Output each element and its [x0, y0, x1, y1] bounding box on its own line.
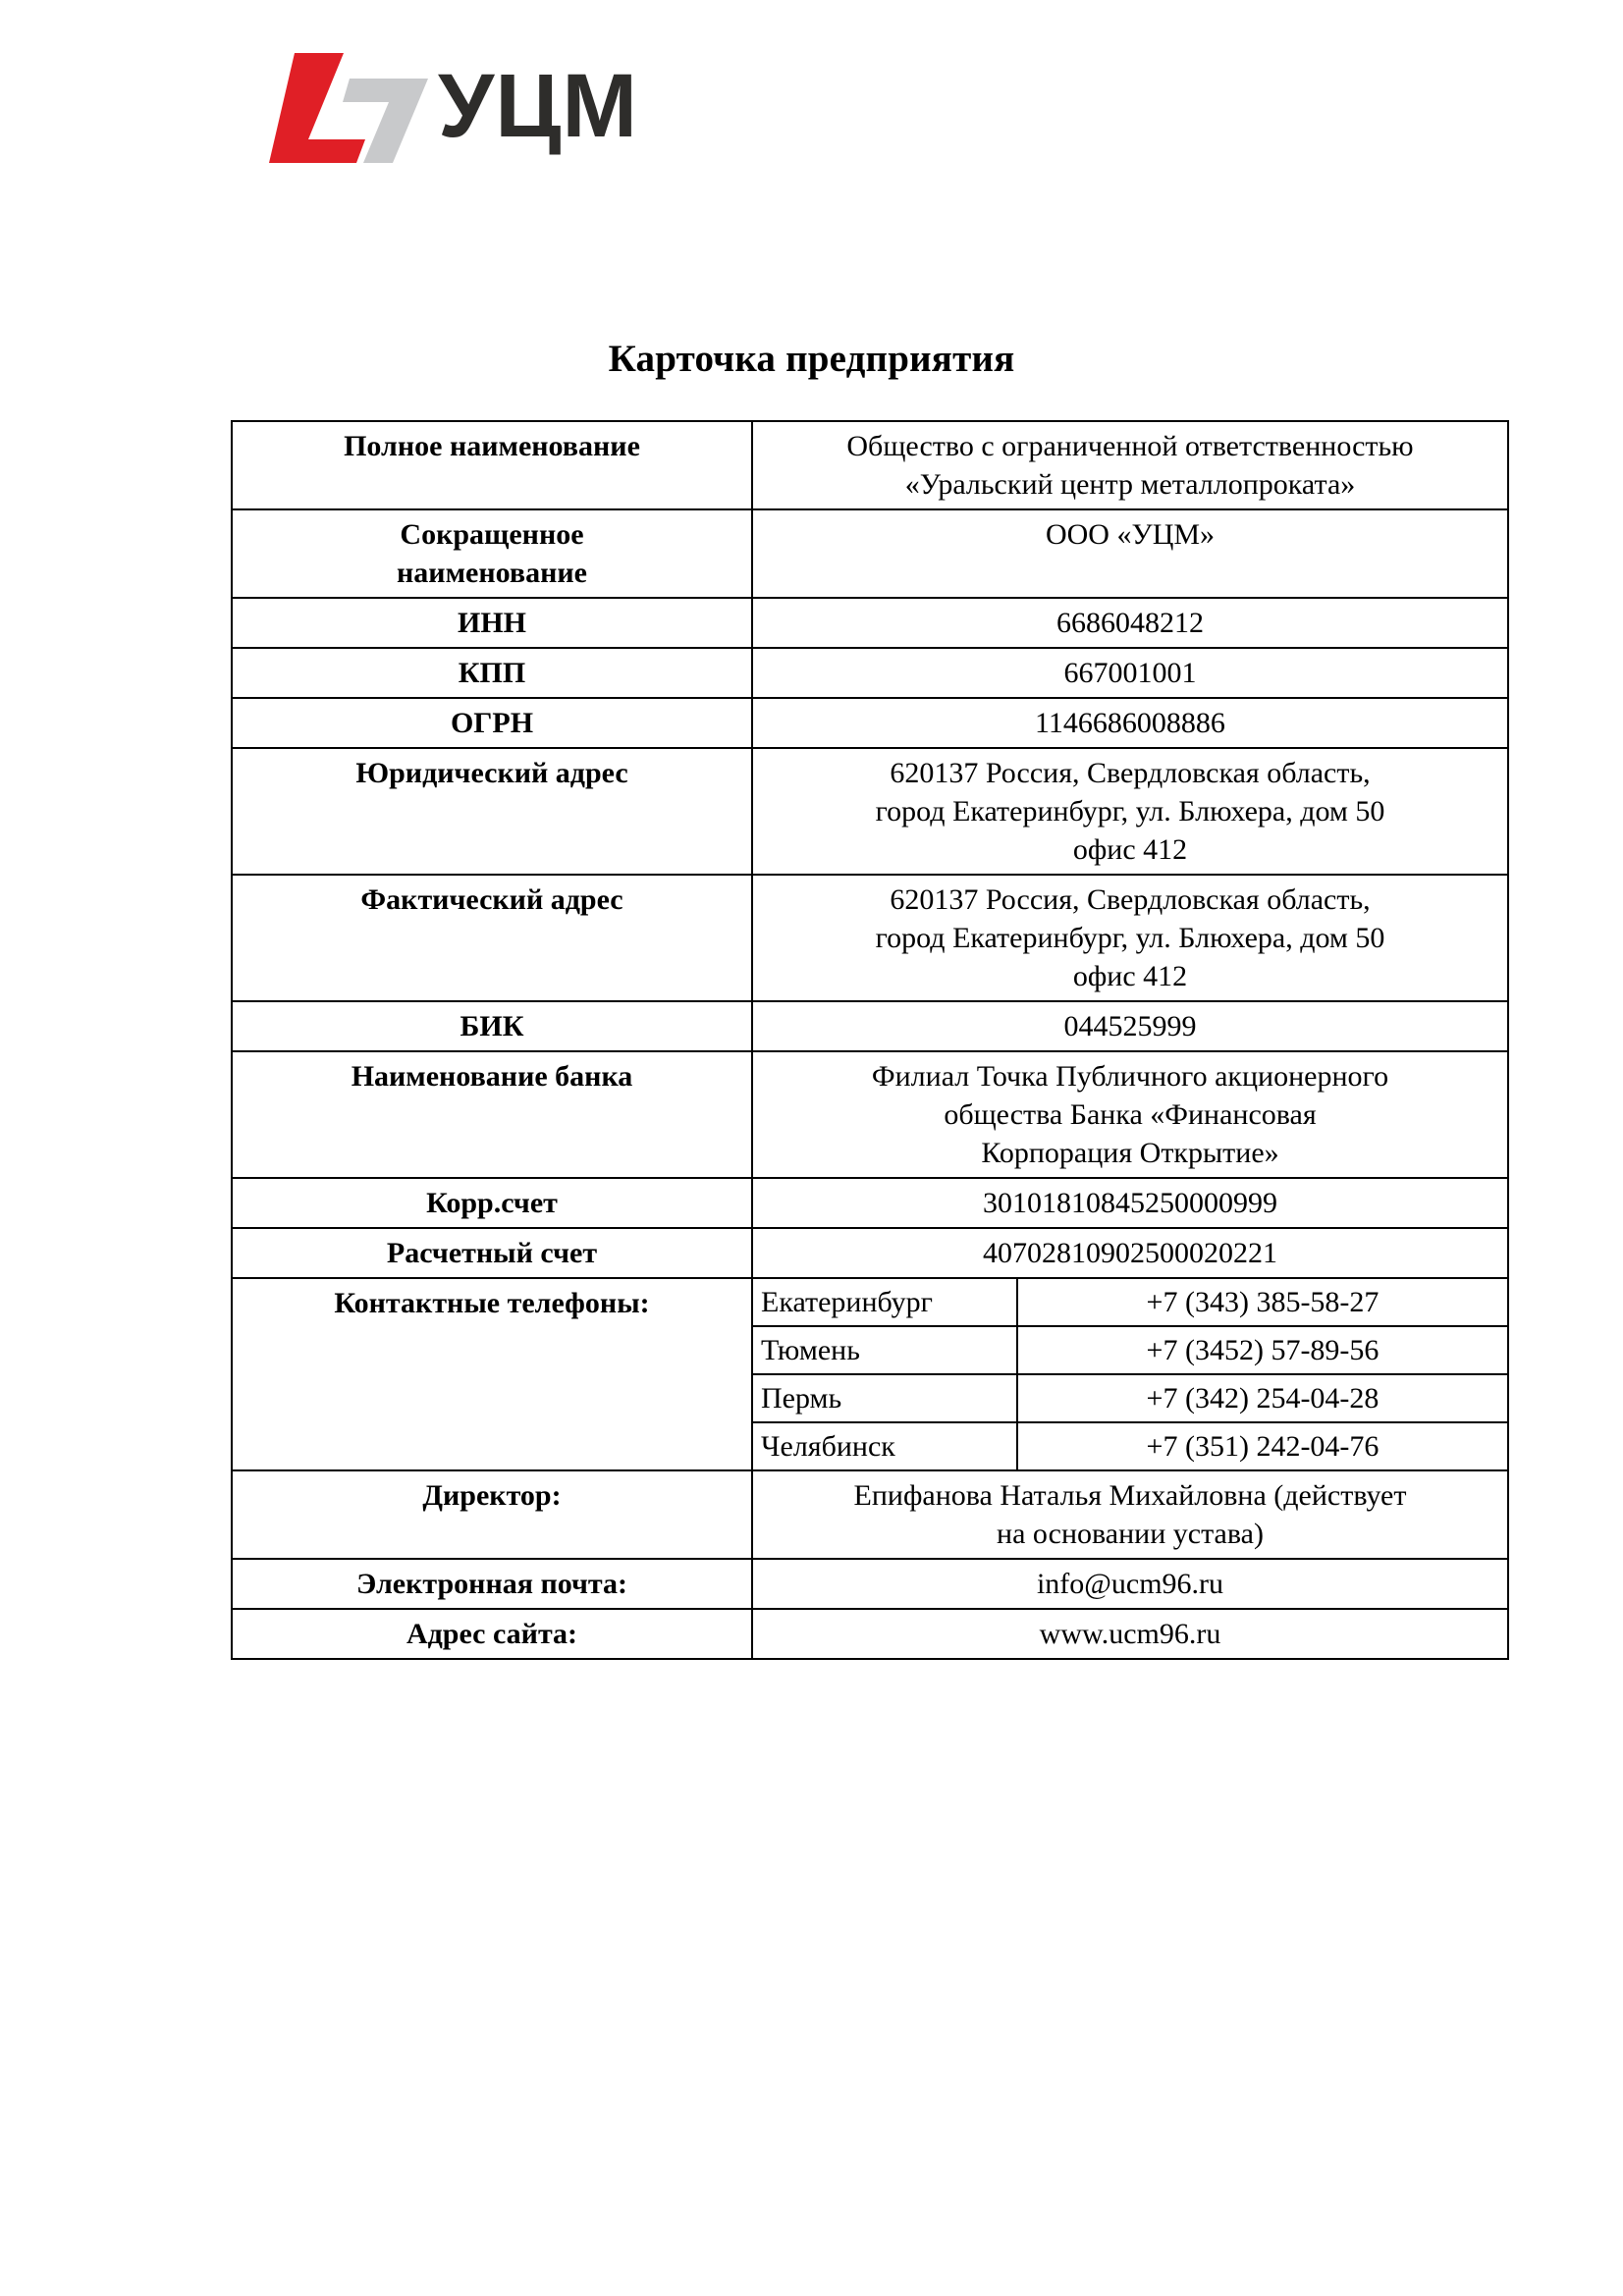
row-label-settlement-account: Расчетный счет: [231, 1227, 753, 1279]
phone-number-2[interactable]: +7 (3452) 57-89-56: [1016, 1325, 1507, 1375]
table-row: Юридический адрес 620137 Россия, Свердлов…: [231, 747, 1509, 876]
row-label-corr-account: Корр.счет: [231, 1177, 753, 1229]
phone-row: Пермь +7 (342) 254-04-28: [753, 1373, 1507, 1423]
company-card-table: Полное наименование Общество с ограниченн…: [231, 420, 1509, 1660]
row-label-short-name: Сокращенное наименование: [231, 508, 753, 599]
row-value-ogrn: 1146686008886: [751, 697, 1509, 749]
phone-row: Тюмень +7 (3452) 57-89-56: [753, 1325, 1507, 1375]
table-row: Полное наименование Общество с ограниченн…: [231, 420, 1509, 510]
table-row-phones: Контактные телефоны: Екатеринбург +7 (343)…: [231, 1277, 1509, 1471]
table-row: Фактический адрес 620137 Россия, Свердлов…: [231, 874, 1509, 1002]
row-value-legal-address: 620137 Россия, Свердловская область, горо…: [751, 747, 1509, 876]
ucm-logo-mark-icon: [269, 53, 428, 163]
phone-number-3[interactable]: +7 (342) 254-04-28: [1016, 1373, 1507, 1423]
table-row: Электронная почта: info@ucm96.ru: [231, 1558, 1509, 1610]
table-row: Корр.счет 30101810845250000999: [231, 1177, 1509, 1229]
row-value-settlement-account: 40702810902500020221: [751, 1227, 1509, 1279]
table-row: Адрес сайта: www.ucm96.ru: [231, 1608, 1509, 1660]
row-label-inn: ИНН: [231, 597, 753, 649]
row-value-website[interactable]: www.ucm96.ru: [751, 1608, 1509, 1660]
row-label-director: Директор:: [231, 1469, 753, 1560]
row-value-director: Епифанова Наталья Михайловна (действует н…: [751, 1469, 1509, 1560]
row-value-contact-phones: Екатеринбург +7 (343) 385-58-27 Тюмень +7 (…: [752, 1277, 1509, 1471]
table-row: Наименование банка Филиал Точка Публичног…: [231, 1050, 1509, 1179]
phones-table: Екатеринбург +7 (343) 385-58-27 Тюмень +7 (…: [753, 1279, 1507, 1469]
row-label-bik: БИК: [231, 1000, 753, 1052]
row-label-full-name: Полное наименование: [231, 420, 753, 510]
table-row: КПП 667001001: [231, 647, 1509, 699]
row-value-email[interactable]: info@ucm96.ru: [751, 1558, 1509, 1610]
phone-row: Челябинск +7 (351) 242-04-76: [753, 1421, 1507, 1469]
phone-city-4: Челябинск: [753, 1421, 1018, 1469]
company-logo: УЦМ: [245, 45, 776, 163]
row-value-bank-name: Филиал Точка Публичного акционерного обще…: [751, 1050, 1509, 1179]
phone-number-1[interactable]: +7 (343) 385-58-27: [1016, 1279, 1507, 1327]
row-label-email: Электронная почта:: [231, 1558, 753, 1610]
row-value-full-name: Общество с ограниченной ответственностью…: [751, 420, 1509, 510]
row-label-website: Адрес сайта:: [231, 1608, 753, 1660]
row-label-bank-name: Наименование банка: [231, 1050, 753, 1179]
row-value-inn: 6686048212: [751, 597, 1509, 649]
table-row: ОГРН 1146686008886: [231, 697, 1509, 749]
page-title: Карточка предприятия: [608, 338, 1015, 380]
table-row: БИК 044525999: [231, 1000, 1509, 1052]
row-value-bik: 044525999: [751, 1000, 1509, 1052]
table-row: Расчетный счет 40702810902500020221: [231, 1227, 1509, 1279]
phone-city-3: Пермь: [753, 1373, 1018, 1423]
row-label-contact-phones: Контактные телефоны:: [231, 1277, 753, 1471]
row-label-actual-address: Фактический адрес: [231, 874, 753, 1002]
row-label-ogrn: ОГРН: [231, 697, 753, 749]
row-value-kpp: 667001001: [751, 647, 1509, 699]
phone-number-4[interactable]: +7 (351) 242-04-76: [1016, 1421, 1507, 1469]
table-row: ИНН 6686048212: [231, 597, 1509, 649]
phone-row: Екатеринбург +7 (343) 385-58-27: [753, 1279, 1507, 1327]
phone-city-2: Тюмень: [753, 1325, 1018, 1375]
row-value-short-name: ООО «УЦМ»: [751, 508, 1509, 599]
table-row: Сокращенное наименование ООО «УЦМ»: [231, 508, 1509, 599]
company-card-table-body: Полное наименование Общество с ограниченн…: [231, 420, 1509, 1660]
row-value-actual-address: 620137 Россия, Свердловская область, горо…: [751, 874, 1509, 1002]
phone-city-1: Екатеринбург: [753, 1279, 1018, 1327]
row-value-corr-account: 30101810845250000999: [751, 1177, 1509, 1229]
row-label-kpp: КПП: [231, 647, 753, 699]
logo-wordmark: УЦМ: [438, 56, 639, 156]
table-row: Директор: Епифанова Наталья Михайловна (д…: [231, 1469, 1509, 1560]
row-label-legal-address: Юридический адрес: [231, 747, 753, 876]
